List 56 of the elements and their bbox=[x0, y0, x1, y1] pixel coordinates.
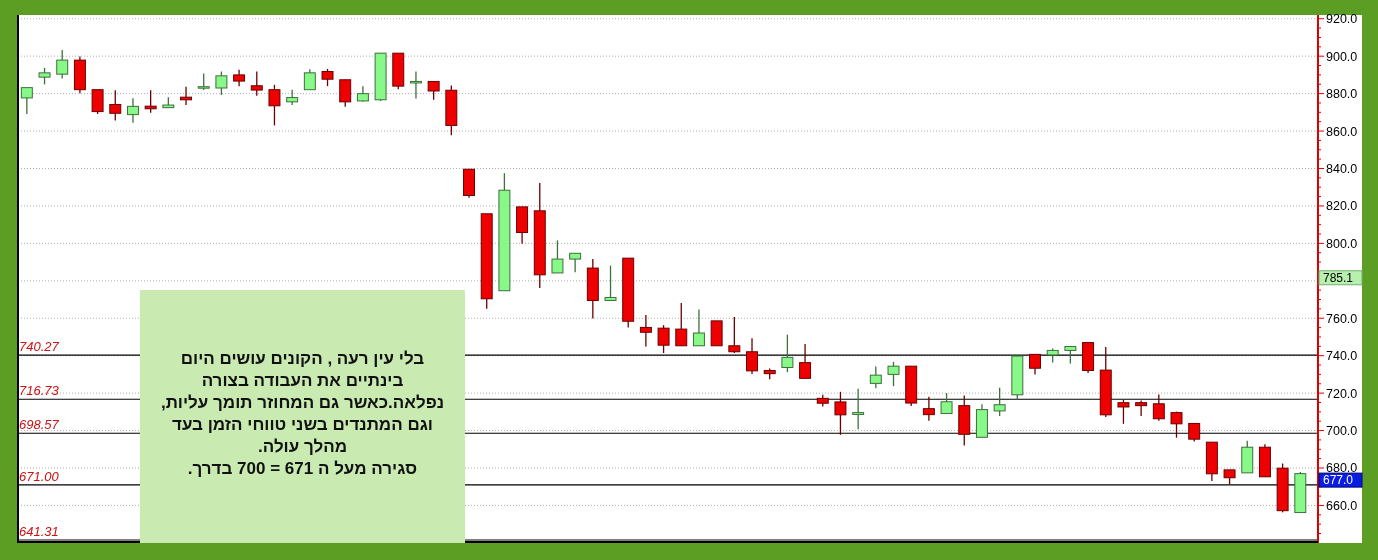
ref-line-label: 698.57 bbox=[19, 417, 60, 433]
candlestick bbox=[639, 314, 652, 348]
candlestick bbox=[675, 302, 688, 347]
candlestick bbox=[91, 89, 104, 115]
candlestick bbox=[834, 391, 847, 436]
y-tick-label: 760.0 bbox=[1326, 311, 1358, 326]
candlestick bbox=[409, 70, 422, 100]
y-tick-label: 880.0 bbox=[1326, 87, 1358, 102]
candlestick bbox=[339, 79, 352, 108]
candlestick bbox=[799, 343, 812, 379]
ref-line-label: 740.27 bbox=[19, 339, 60, 355]
candlestick bbox=[20, 86, 33, 115]
candlestick bbox=[126, 97, 139, 124]
candlestick bbox=[1117, 399, 1130, 425]
y-tick-label: 660.0 bbox=[1326, 498, 1358, 513]
y-tick-label: 700.0 bbox=[1326, 424, 1358, 439]
annotation: סגירה מעל ה 671 = 700 בדרך. bbox=[186, 458, 419, 480]
candlestick bbox=[852, 388, 865, 430]
ref-line-label: 671.00 bbox=[19, 468, 60, 484]
candlestick bbox=[746, 337, 758, 375]
candlestick bbox=[993, 387, 1006, 417]
candlestick bbox=[56, 49, 69, 80]
candlestick bbox=[1170, 411, 1183, 439]
y-tick-label: 740.0 bbox=[1326, 349, 1358, 364]
candlestick bbox=[250, 70, 263, 97]
y-tick-label: 860.0 bbox=[1326, 124, 1358, 139]
candlestick bbox=[109, 89, 122, 122]
candlestick bbox=[303, 68, 316, 91]
candlestick bbox=[215, 70, 228, 96]
candlestick bbox=[781, 334, 794, 373]
annotation: בלי עין רעה , הקונים עושים היום בינתיים את העבודה בצורה נפלאה.כאשר גם המחוזר תומך עליות, וגם המתנדים בשני טווחי הזמן בעד מהלך עולה. bbox=[159, 348, 446, 458]
candlestick bbox=[1029, 353, 1041, 376]
ref-line-label: 716.73 bbox=[19, 383, 60, 399]
candlestick bbox=[268, 84, 281, 127]
candlestick bbox=[1152, 393, 1165, 422]
y-tick-label: 840.0 bbox=[1326, 161, 1358, 176]
y-tick-label: 820.0 bbox=[1326, 199, 1358, 214]
candlestick bbox=[569, 252, 582, 273]
y-tick-label: 720.0 bbox=[1326, 386, 1358, 401]
candlestick bbox=[657, 324, 670, 354]
candlestick bbox=[551, 239, 564, 274]
y-tick-label: 920.0 bbox=[1326, 12, 1358, 27]
candlestick bbox=[940, 392, 953, 415]
candlestick bbox=[1188, 422, 1201, 443]
candlestick bbox=[869, 365, 882, 389]
y-tick-label: 800.0 bbox=[1326, 236, 1358, 251]
candlestick bbox=[692, 308, 705, 347]
candlestick bbox=[427, 80, 440, 101]
candlestick bbox=[728, 316, 741, 354]
candlestick bbox=[286, 89, 299, 106]
candlestick bbox=[604, 265, 617, 302]
candlestick bbox=[1135, 399, 1148, 417]
ref-line-label: 641.31 bbox=[19, 524, 59, 539]
y-tick-label: 900.0 bbox=[1326, 49, 1358, 64]
candlestick bbox=[922, 396, 935, 422]
candlestick bbox=[887, 361, 900, 387]
